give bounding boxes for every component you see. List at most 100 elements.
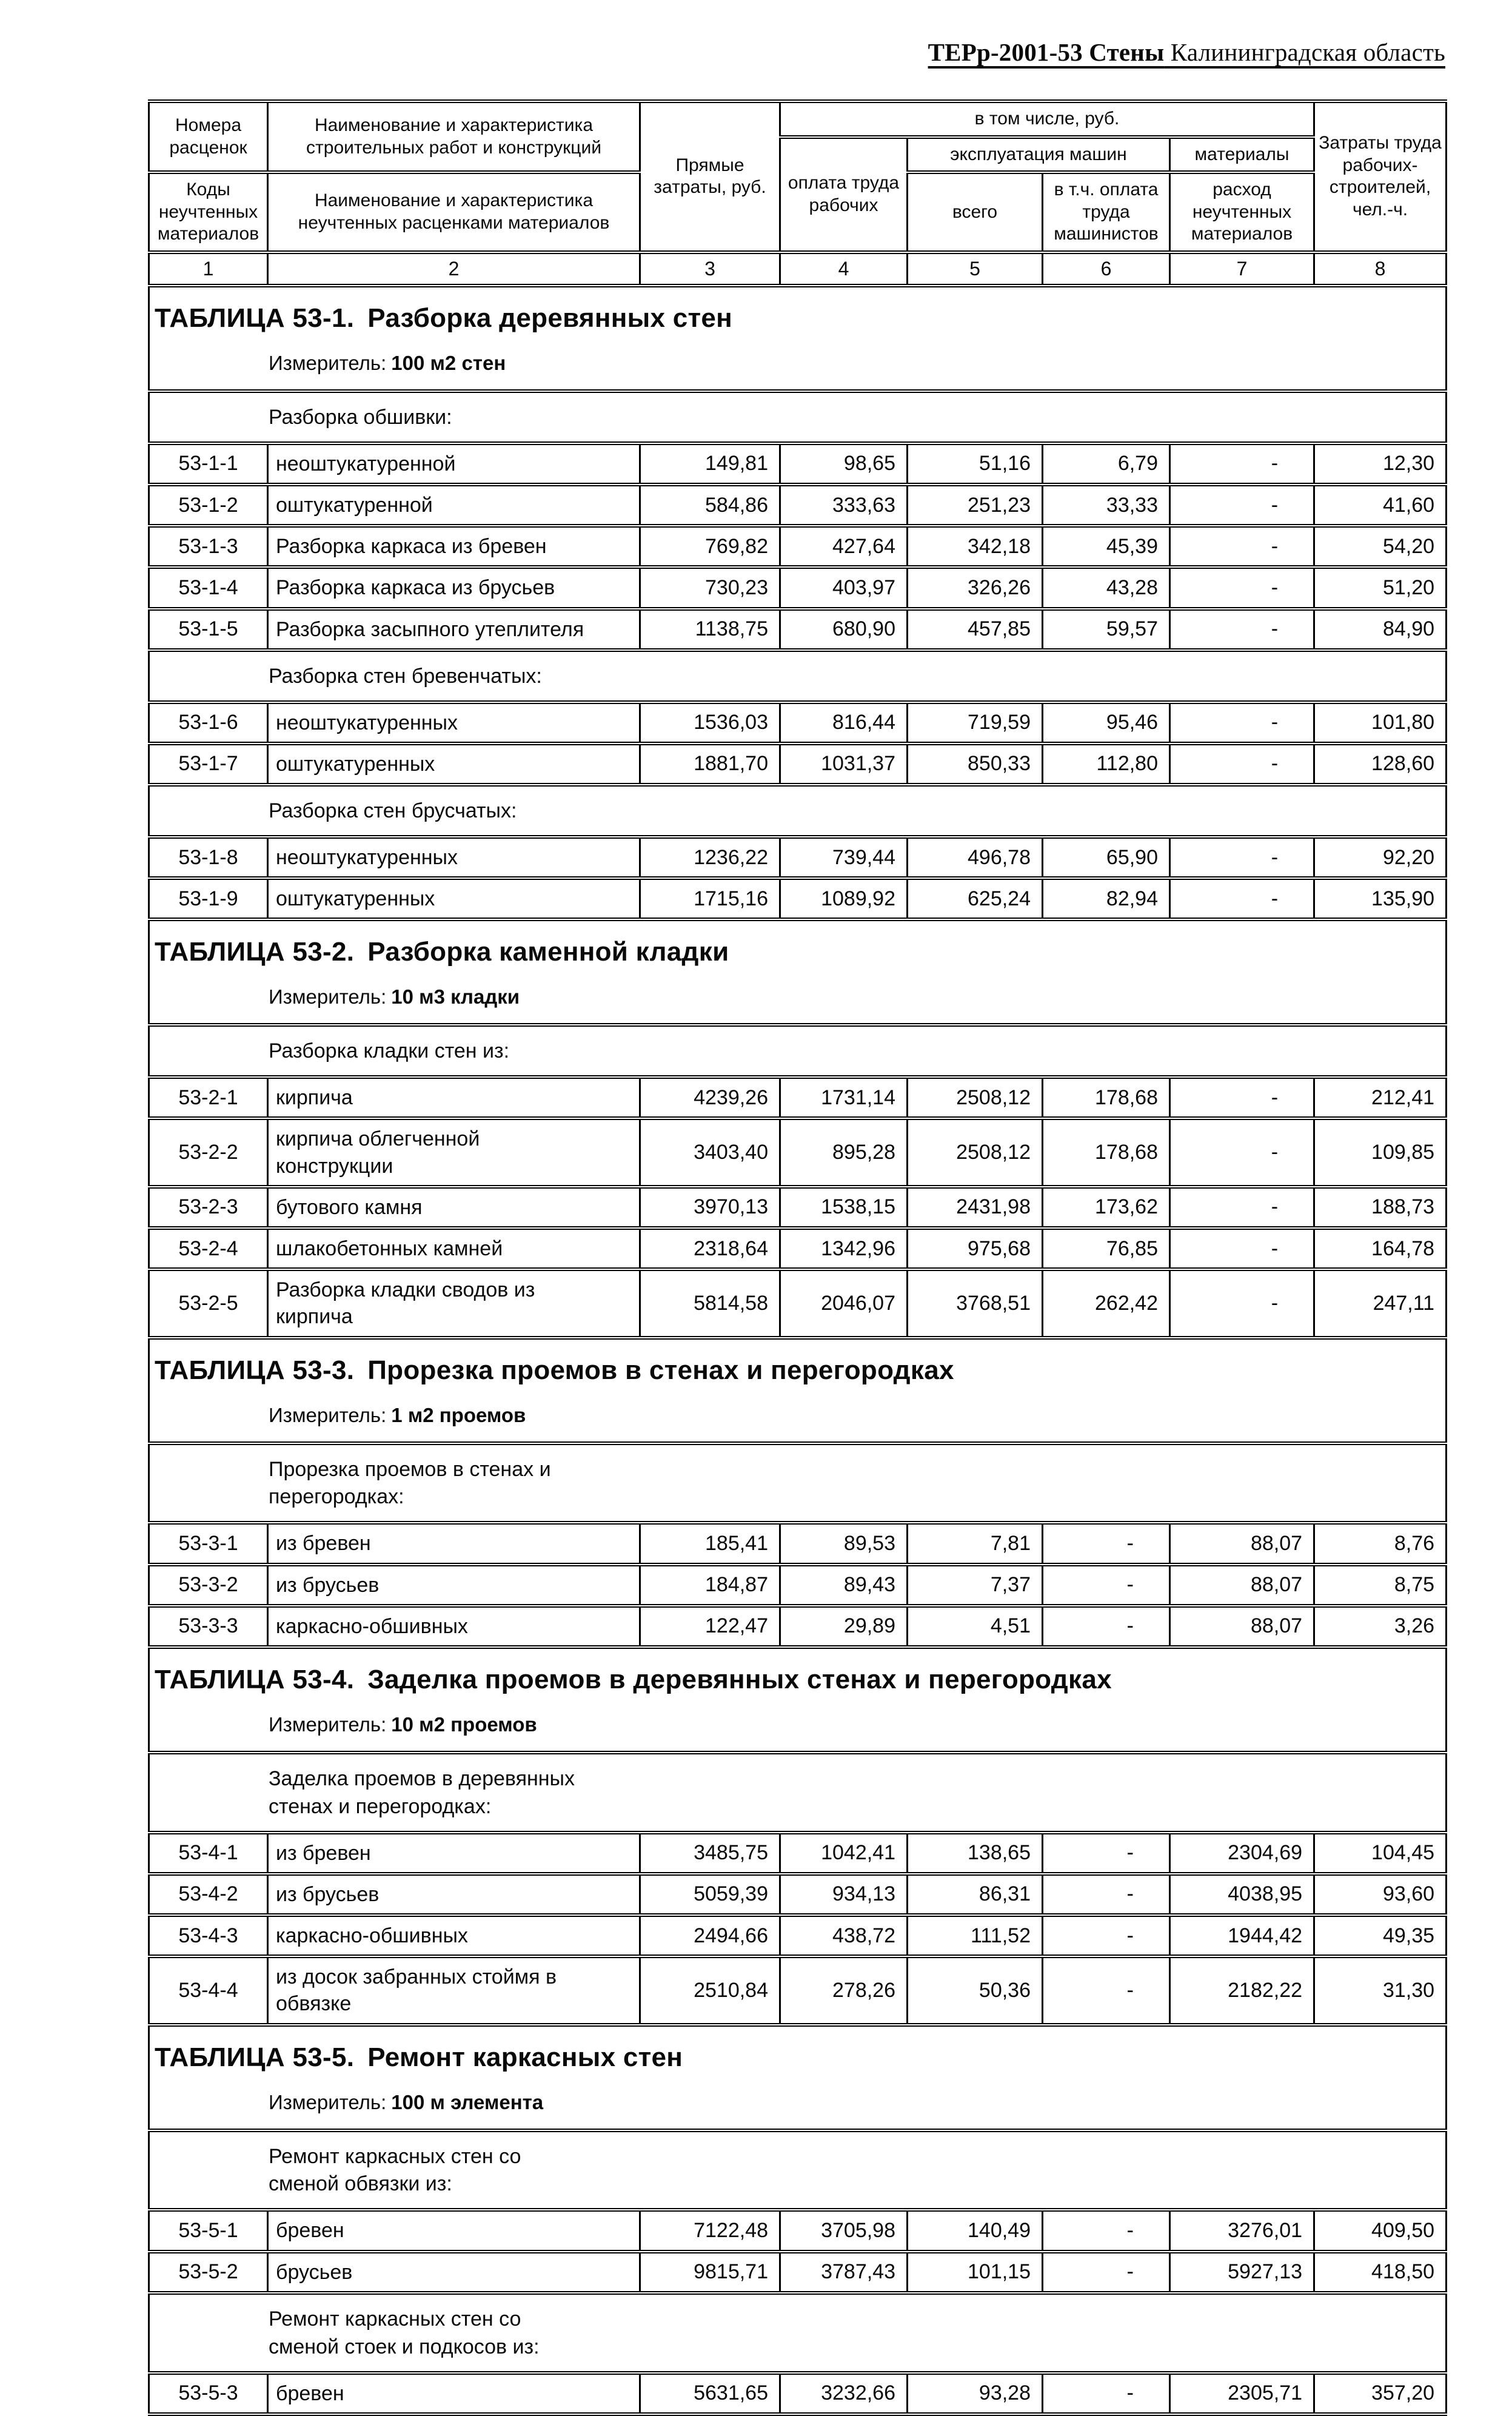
row-name: бревен [267,2371,641,2416]
row-code: 53-3-2 [148,1562,269,1608]
price-table: Номера расценок Наименование и характери… [147,99,1448,2416]
row-code: 53-2-5 [148,1267,269,1340]
row-value: 33,33 [1042,483,1171,528]
header-machines-group: эксплуатация машин [906,135,1171,175]
row-value: 409,50 [1313,2208,1448,2253]
row-code: 53-3-3 [148,1603,269,1649]
row-value: 3768,51 [906,1267,1043,1340]
row-value: 333,63 [779,483,908,528]
row-value: 625,24 [906,876,1043,922]
table-row: 53-1-5 Разборка засыпного утеплителя 1138,… [148,606,1448,652]
row-name: брусьев [267,2249,641,2295]
row-value: 101,80 [1313,700,1448,745]
header-labor-costs: Затраты труда рабочих-строителей, чел.-ч… [1313,99,1448,254]
row-value: 1731,14 [779,1075,908,1121]
row-code: 53-2-1 [148,1075,269,1121]
section-number: ТАБЛИЦА 53-3. [155,1355,355,1385]
section-heading-row: ТАБЛИЦА 53-3. Прорезка проемов в стенах и… [147,1335,1448,1445]
group-label-cell: Ремонт каркасных стен со сменой обвязки … [147,2128,1448,2212]
measure-line: Измеритель: 10 м2 проемов [155,1713,1439,1736]
row-value: 1881,70 [639,741,781,787]
row-name: бревен [267,2208,641,2253]
row-value: 212,41 [1313,1075,1448,1121]
document-code: ТЕРр-2001-53 Стены [928,38,1165,66]
row-value: 89,43 [779,1562,908,1608]
row-value: 1138,75 [639,606,781,652]
row-value: - [1042,1521,1171,1566]
row-value: - [1168,565,1316,611]
column-number: 1 [148,250,269,287]
table-row: 53-5-2 брусьев 9815,71 3787,43 101,15-5927,1… [148,2249,1448,2295]
section-heading-cell: ТАБЛИЦА 53-5. Ремонт каркасных стен Измери… [147,2022,1448,2132]
section-name: Разборка деревянных стен [367,303,733,333]
table-row: 53-1-6 неоштукатуренных 1536,03 816,44 719,5… [148,700,1448,745]
measure-line: Измеритель: 100 м2 стен [155,352,1439,375]
section-name: Ремонт каркасных стен [367,2042,683,2072]
row-value: 93,28 [906,2371,1043,2416]
measure-value: 100 м элемента [391,2090,544,2113]
row-value: 12,30 [1313,441,1448,487]
header-including-group: в том числе, руб. [778,99,1316,139]
row-value: 975,68 [906,1226,1043,1272]
row-value: 247,11 [1313,1267,1448,1340]
measure-label: Измеритель: [269,351,387,374]
row-value: 326,26 [906,565,1043,611]
row-value: 101,15 [906,2249,1043,2295]
group-label-cell: Разборка стен брусчатых: [147,783,1448,839]
row-value: 98,65 [779,441,908,487]
table-row: 53-5-1 бревен 7122,48 3705,98 140,49-3276,01… [148,2208,1448,2253]
row-code: 53-5-1 [148,2208,269,2253]
group-label-row: Ремонт каркасных стен со сменой обвязки … [147,2128,1448,2212]
row-value: - [1042,2371,1171,2416]
measure-value: 10 м2 проемов [391,1713,537,1736]
row-value: 1042,41 [779,1830,908,1876]
row-value: 680,90 [779,606,908,652]
row-value: 51,16 [906,441,1043,487]
row-code: 53-2-2 [148,1116,269,1189]
row-value: - [1168,606,1316,652]
row-value: 135,90 [1313,876,1448,922]
row-value: 457,85 [906,606,1043,652]
row-value: 188,73 [1313,1184,1448,1230]
row-value: 403,97 [779,565,908,611]
row-value: - [1168,524,1316,569]
row-value: 357,20 [1313,2371,1448,2416]
header-materials-group: материалы [1168,135,1316,175]
table-row: 53-4-3 каркасно-обшивных 2494,66 438,72 111,… [148,1913,1448,1959]
row-code: 53-5-3 [148,2371,269,2416]
row-code: 53-4-3 [148,1913,269,1959]
row-value: 2510,84 [639,1955,781,2027]
row-value: 2494,66 [639,1913,781,1959]
row-value: 1031,37 [779,741,908,787]
row-code: 53-1-2 [148,483,269,528]
row-value: 2182,22 [1168,1955,1316,2027]
group-label-row: Разборка кладки стен из: [147,1023,1448,1079]
row-code: 53-1-7 [148,741,269,787]
row-value: - [1168,441,1316,487]
row-value: 739,44 [779,834,908,881]
measure-value: 10 м3 кладки [391,985,520,1008]
row-value: 65,90 [1042,834,1171,881]
row-value: - [1042,1913,1171,1959]
column-number: 7 [1168,250,1316,287]
section-title: ТАБЛИЦА 53-2. Разборка каменной кладки [155,937,1439,967]
row-value: 262,42 [1042,1267,1171,1340]
section-heading-cell: ТАБЛИЦА 53-4. Заделка проемов в деревянны… [147,1645,1448,1754]
row-code: 53-2-3 [148,1184,269,1230]
row-value: 84,90 [1313,606,1448,652]
row-value: - [1168,1267,1316,1340]
row-value: 1342,96 [779,1226,908,1272]
header-workers-pay: оплата труда рабочих [779,135,908,254]
row-value: 49,35 [1313,1913,1448,1959]
row-value: 3403,40 [639,1116,781,1189]
row-value: 2046,07 [779,1267,908,1340]
section-heading-row: ТАБЛИЦА 53-1. Разборка деревянных стен Изм… [147,283,1448,393]
group-label-row: Разборка стен брусчатых: [147,783,1448,839]
row-value: 51,20 [1313,565,1448,611]
row-value: 173,62 [1042,1184,1171,1230]
table-row: 53-2-5 Разборка кладки сводов из кирпича 5… [148,1267,1448,1340]
group-label-cell: Ремонт каркасных стен со сменой стоек и … [147,2290,1448,2375]
table-row: 53-1-9 оштукатуренных 1715,16 1089,92 625,24… [148,876,1448,922]
row-code: 53-4-1 [148,1830,269,1876]
row-value: 1536,03 [639,700,781,745]
